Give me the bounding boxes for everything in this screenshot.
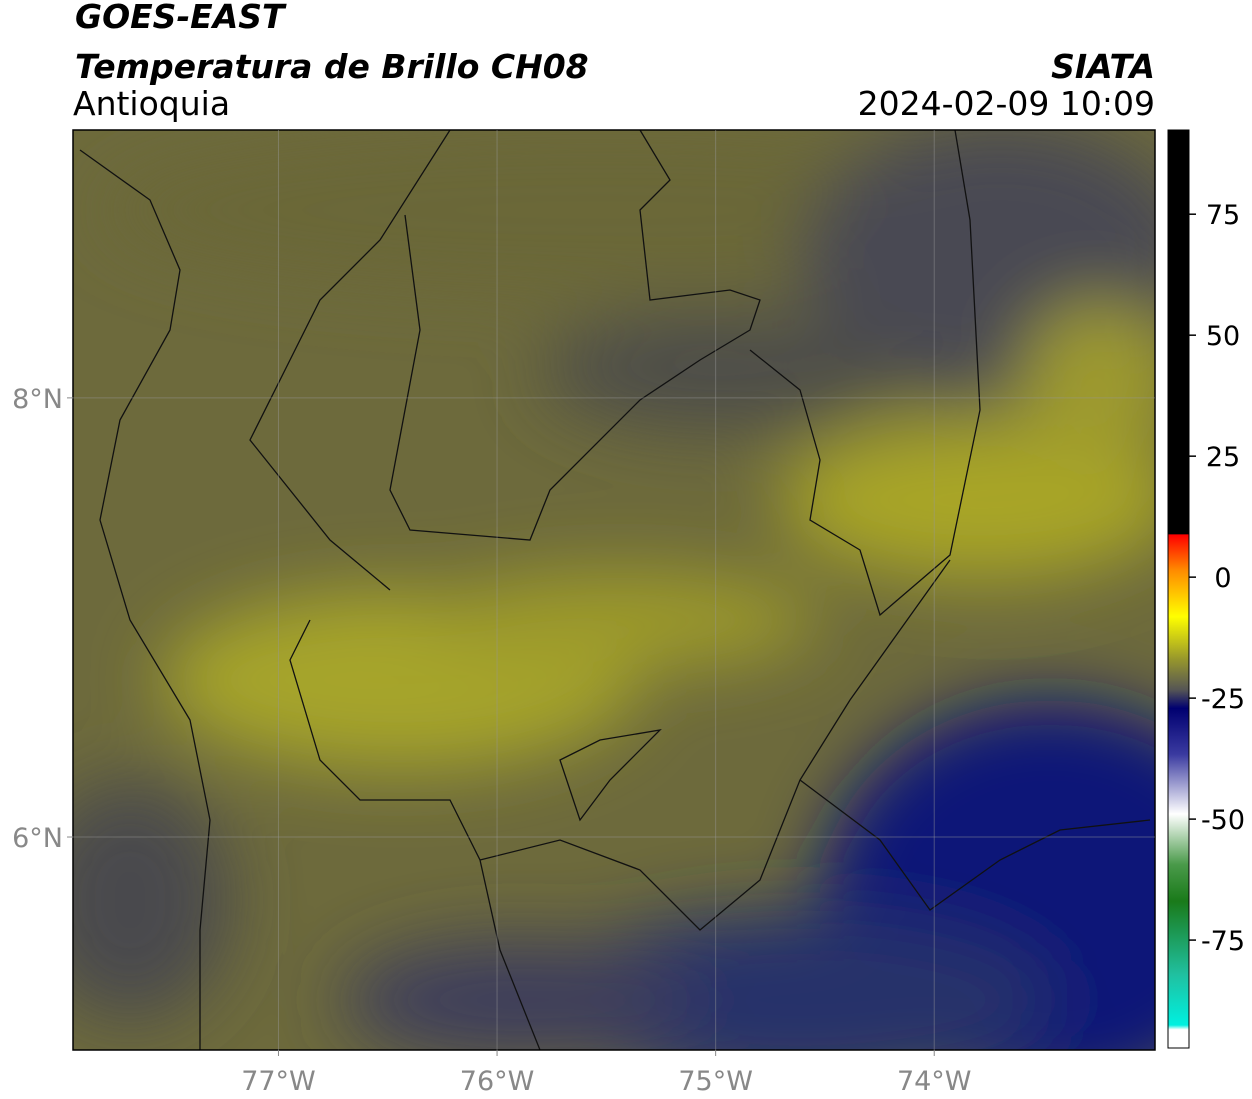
agency: SIATA	[1051, 47, 1155, 86]
colorbar-tick-label: 0	[1214, 563, 1231, 594]
x-tick-label: 75°W	[678, 1066, 753, 1097]
colorbar-tick-label: 50	[1206, 321, 1240, 352]
map-image	[73, 130, 1155, 1050]
colorbar-tick-label: -50	[1201, 805, 1245, 836]
y-tick-label: 8°N	[12, 384, 63, 415]
colorbar-tick-label: 75	[1206, 200, 1240, 231]
map-frame	[72, 129, 1156, 1051]
colorbar-tick-label: -75	[1201, 926, 1245, 957]
title: GOES-EAST	[75, 0, 287, 36]
x-tick-label: 76°W	[460, 1066, 535, 1097]
y-tick-label: 6°N	[12, 823, 63, 854]
colorbar	[1167, 129, 1190, 1049]
x-tick-label: 74°W	[897, 1066, 972, 1097]
x-tick-label: 77°W	[241, 1066, 316, 1097]
subtitle: Temperatura de Brillo CH08	[75, 47, 589, 86]
timestamp: 2024-02-09 10:09	[858, 84, 1155, 123]
colorbar-tick-label: 25	[1206, 442, 1240, 473]
region: Antioquia	[73, 84, 230, 123]
colorbar-tick-label: -25	[1201, 684, 1245, 715]
